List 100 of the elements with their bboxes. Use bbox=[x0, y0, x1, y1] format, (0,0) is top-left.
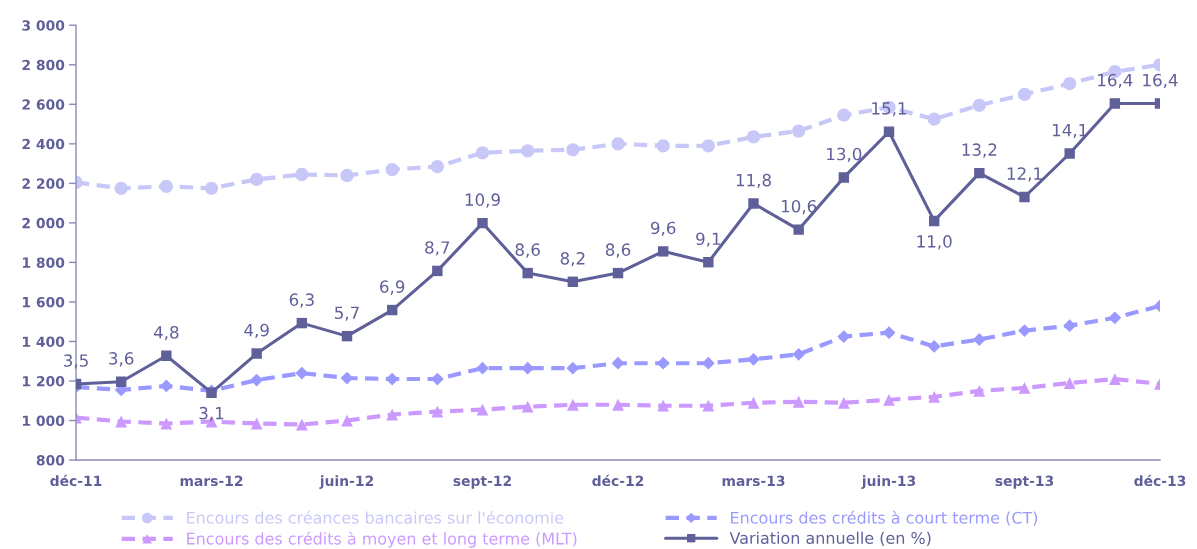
data-label: 8,7 bbox=[425, 241, 450, 256]
point bbox=[883, 126, 895, 137]
point bbox=[837, 108, 851, 122]
x-tick-label: mars-12 bbox=[180, 475, 243, 487]
point bbox=[972, 98, 986, 112]
point bbox=[747, 396, 760, 409]
point bbox=[521, 144, 535, 158]
point bbox=[838, 172, 850, 183]
data-label: 8,6 bbox=[605, 243, 631, 258]
data-label: 11,0 bbox=[917, 235, 952, 250]
legend-label: Encours des crédits à moyen et long terme (MLT) bbox=[187, 531, 577, 548]
data-label: 9,1 bbox=[696, 232, 721, 247]
point bbox=[522, 267, 533, 279]
data-label: 10,6 bbox=[781, 199, 817, 215]
x-tick-label: sept-13 bbox=[995, 475, 1054, 489]
data-label: 6,3 bbox=[289, 293, 314, 308]
data-label: 13,2 bbox=[962, 143, 997, 158]
point bbox=[159, 179, 173, 193]
data-label: 13,0 bbox=[827, 147, 862, 163]
data-label: 11,8 bbox=[736, 173, 771, 189]
point bbox=[656, 356, 670, 370]
point bbox=[386, 408, 399, 421]
point bbox=[612, 267, 624, 279]
x-tick-label: juin-12 bbox=[319, 475, 373, 489]
point bbox=[296, 317, 308, 329]
point bbox=[160, 417, 173, 430]
point bbox=[386, 304, 398, 316]
point bbox=[792, 395, 805, 408]
point bbox=[476, 361, 489, 375]
point bbox=[792, 124, 806, 138]
point bbox=[1063, 319, 1077, 333]
point bbox=[204, 181, 219, 195]
data-label: 6,9 bbox=[380, 280, 405, 295]
point bbox=[793, 224, 804, 235]
point bbox=[927, 112, 941, 126]
point bbox=[341, 330, 353, 342]
point bbox=[701, 356, 715, 370]
x-tick-label: sept-12 bbox=[453, 475, 511, 489]
point bbox=[431, 405, 444, 418]
y-tick-label: 1 600 bbox=[22, 296, 65, 308]
y-tick-label: 2 200 bbox=[22, 178, 65, 189]
y-tick-label: 1 400 bbox=[22, 336, 65, 347]
point bbox=[928, 215, 940, 227]
point bbox=[477, 217, 488, 229]
point bbox=[1064, 148, 1075, 159]
y-tick-label: 800 bbox=[36, 455, 65, 466]
point bbox=[250, 417, 263, 430]
point bbox=[1018, 382, 1031, 394]
point bbox=[1018, 324, 1031, 337]
x-tick-label: mars-13 bbox=[722, 475, 785, 487]
point bbox=[115, 376, 127, 388]
point bbox=[656, 139, 670, 153]
point bbox=[611, 137, 625, 151]
point bbox=[1063, 76, 1077, 91]
data-label: 12,1 bbox=[1007, 167, 1042, 182]
y-tick-label: 2 400 bbox=[22, 138, 65, 150]
point bbox=[566, 361, 580, 375]
x-tick-label: déc-12 bbox=[592, 474, 644, 487]
x-tick-label: déc-11 bbox=[50, 474, 102, 487]
point bbox=[251, 348, 262, 359]
y-tick-label: 1 200 bbox=[22, 375, 65, 387]
point bbox=[295, 418, 308, 431]
x-tick-label: juin-13 bbox=[861, 475, 916, 489]
point bbox=[702, 399, 715, 412]
point bbox=[1063, 377, 1076, 389]
point bbox=[837, 330, 851, 343]
x-tick-label: déc-13 bbox=[1134, 474, 1186, 487]
y-tick-label: 3 000 bbox=[22, 20, 65, 31]
point bbox=[972, 333, 986, 346]
y-tick-label: 1 000 bbox=[22, 415, 65, 427]
data-label: 16,4 bbox=[1143, 73, 1178, 89]
point bbox=[1108, 311, 1122, 325]
point bbox=[340, 168, 354, 183]
data-label: 5,7 bbox=[335, 306, 359, 321]
point bbox=[340, 371, 354, 385]
data-label: 3,1 bbox=[199, 406, 224, 422]
point bbox=[657, 246, 669, 257]
y-tick-label: 1 800 bbox=[22, 257, 65, 268]
point bbox=[385, 162, 399, 177]
point bbox=[161, 350, 172, 361]
point bbox=[566, 143, 580, 157]
point bbox=[1019, 191, 1030, 203]
legend-label: Variation annuelle (en %) bbox=[729, 531, 931, 546]
y-tick-label: 2 800 bbox=[22, 59, 65, 71]
point bbox=[567, 276, 579, 287]
point bbox=[701, 139, 715, 153]
data-label: 14,1 bbox=[1052, 124, 1087, 139]
point bbox=[928, 390, 941, 403]
point bbox=[611, 356, 625, 370]
point bbox=[250, 373, 264, 387]
data-label: 3,5 bbox=[64, 354, 88, 369]
data-label: 3,6 bbox=[109, 352, 134, 367]
point bbox=[475, 146, 490, 160]
point bbox=[612, 398, 624, 411]
point bbox=[114, 181, 128, 195]
data-label: 8,6 bbox=[515, 243, 540, 258]
point bbox=[973, 384, 986, 397]
point bbox=[1109, 98, 1121, 109]
point bbox=[295, 366, 309, 380]
point bbox=[159, 379, 173, 393]
